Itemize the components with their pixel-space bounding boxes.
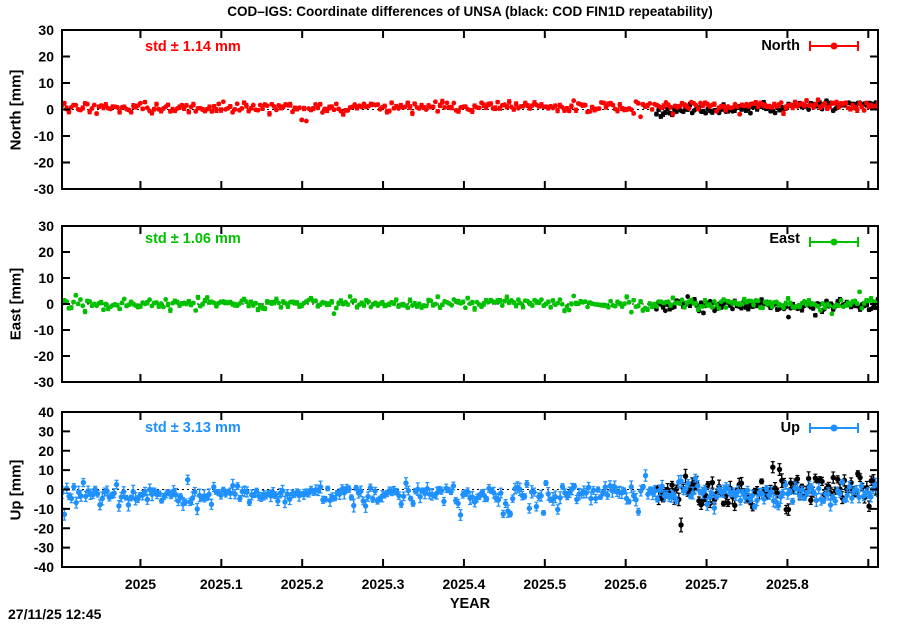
- legend-label-up: Up: [780, 420, 800, 436]
- y-tick-label: 40: [38, 404, 54, 420]
- x-tick-label: 2025.6: [604, 576, 647, 592]
- y-tick-label: 30: [38, 22, 54, 38]
- legend-label-east: East: [769, 231, 800, 247]
- y-tick-label: -10: [34, 128, 54, 144]
- series-cod-igs-difference-north: [62, 97, 878, 124]
- legend-marker-north: [809, 41, 859, 51]
- x-tick-label: 2025.2: [281, 576, 324, 592]
- y-tick-label: -30: [34, 540, 54, 556]
- y-tick-label: 0: [46, 296, 54, 312]
- std-label-up: std ± 3.13 mm: [145, 420, 241, 436]
- y-tick-label: -40: [34, 559, 54, 575]
- y-tick-label: 30: [38, 423, 54, 439]
- std-label-east: std ± 1.06 mm: [145, 231, 241, 247]
- series-cod-igs-difference-east: [62, 289, 878, 317]
- x-tick-label: 2025.5: [523, 576, 566, 592]
- plot-timestamp: 27/11/25 12:45: [8, 606, 102, 622]
- legend-marker-east: [809, 237, 859, 247]
- y-tick-label: -20: [34, 348, 54, 364]
- legend-label-north: North: [761, 38, 800, 54]
- x-tick-label: 2025.4: [443, 576, 486, 592]
- y-tick-label: 20: [38, 49, 54, 65]
- legend-marker-up: [809, 423, 859, 433]
- std-label-north: std ± 1.14 mm: [145, 39, 241, 55]
- x-tick-label: 2025.3: [362, 576, 405, 592]
- x-tick-label: 2025: [125, 576, 156, 592]
- y-tick-label: 10: [38, 462, 54, 478]
- x-axis-label: YEAR: [449, 596, 491, 612]
- y-tick-label: 30: [38, 218, 54, 234]
- x-tick-label: 2025.7: [685, 576, 728, 592]
- y-axis-label-north: North [mm]: [7, 69, 25, 151]
- y-tick-label: 0: [46, 102, 54, 118]
- y-tick-label: -30: [34, 374, 54, 390]
- y-tick-label: -10: [34, 322, 54, 338]
- y-tick-label: 20: [38, 244, 54, 260]
- y-tick-label: 10: [38, 75, 54, 91]
- y-tick-label: 0: [46, 482, 54, 498]
- y-axis-label-east: East [mm]: [7, 267, 25, 341]
- y-tick-label: 20: [38, 443, 54, 459]
- y-tick-label: -30: [34, 181, 54, 197]
- x-tick-label: 2025.8: [766, 576, 809, 592]
- series-cod-igs-difference-up: [62, 469, 878, 521]
- chart-title: COD–IGS: Coordinate differences of UNSA …: [227, 4, 713, 19]
- y-tick-label: -20: [34, 155, 54, 171]
- y-tick-label: 10: [38, 270, 54, 286]
- y-tick-label: -20: [34, 520, 54, 536]
- x-tick-label: 2025.1: [200, 576, 243, 592]
- y-axis-label-up: Up [mm]: [7, 459, 25, 521]
- y-tick-label: -10: [34, 501, 54, 517]
